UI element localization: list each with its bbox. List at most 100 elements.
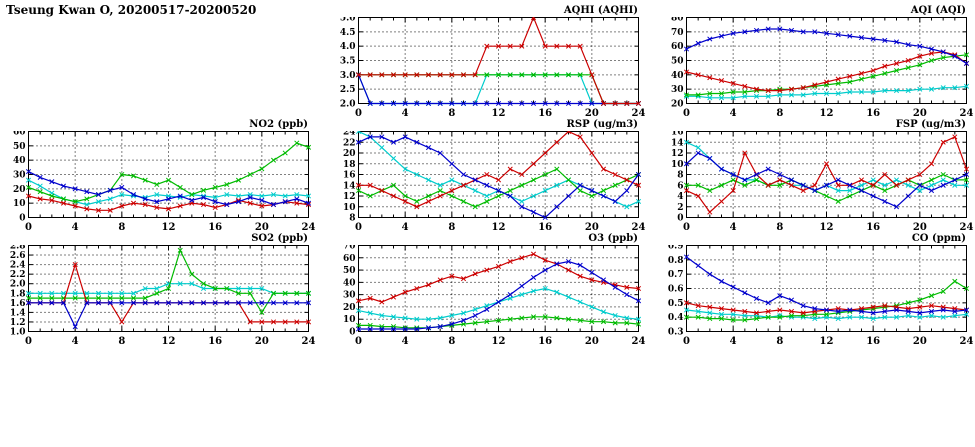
svg-text:0.9: 0.9 <box>668 245 684 252</box>
svg-text:0: 0 <box>25 222 32 232</box>
svg-text:20: 20 <box>913 222 927 232</box>
svg-text:4: 4 <box>730 336 737 346</box>
svg-text:2.0: 2.0 <box>10 280 26 290</box>
svg-text:0: 0 <box>683 222 690 232</box>
svg-text:0: 0 <box>355 336 362 346</box>
svg-text:4: 4 <box>72 222 79 232</box>
svg-text:0: 0 <box>19 214 25 224</box>
svg-text:16: 16 <box>671 131 684 138</box>
svg-text:0.7: 0.7 <box>668 270 684 280</box>
svg-text:24: 24 <box>343 131 356 138</box>
svg-text:14: 14 <box>343 181 356 191</box>
svg-text:40: 40 <box>13 156 26 166</box>
svg-text:1.4: 1.4 <box>10 308 26 318</box>
chart-plot-no2: 0 10 20 30 40 50 60 0 4 8 12 16 20 24 <box>0 128 316 234</box>
svg-text:20: 20 <box>343 303 356 313</box>
svg-text:16: 16 <box>538 336 552 346</box>
svg-text:3.0: 3.0 <box>340 71 356 81</box>
svg-text:30: 30 <box>671 85 684 95</box>
svg-text:12: 12 <box>820 108 834 118</box>
svg-text:14: 14 <box>671 138 684 148</box>
svg-text:4.0: 4.0 <box>340 42 356 52</box>
svg-text:20: 20 <box>585 336 599 346</box>
svg-text:70: 70 <box>671 28 684 38</box>
svg-text:16: 16 <box>343 171 356 181</box>
svg-text:0: 0 <box>683 336 690 346</box>
svg-text:80: 80 <box>671 17 684 24</box>
svg-text:1.2: 1.2 <box>10 318 26 328</box>
svg-text:12: 12 <box>492 108 506 118</box>
chart-title-rsp: RSP (ug/m3) <box>566 119 638 130</box>
svg-text:4: 4 <box>730 222 737 232</box>
chart-title-aqi: AQI (AQI) <box>910 5 966 16</box>
svg-text:0.6: 0.6 <box>668 285 684 295</box>
chart-aqi: AQI (AQI) 20 30 40 50 60 70 80 0 4 8 12 16 20 24 <box>658 4 974 120</box>
chart-co: CO (ppm) 0.3 0.4 0.5 0.6 0.7 0.8 0.9 0 4 8 12 16 20 2… <box>658 232 974 347</box>
svg-text:8: 8 <box>776 336 783 346</box>
svg-text:12: 12 <box>820 222 834 232</box>
chart-plot-aqi: 20 30 40 50 60 70 80 0 4 8 12 16 20 24 <box>658 14 974 120</box>
svg-text:24: 24 <box>960 336 974 346</box>
svg-text:20: 20 <box>585 222 599 232</box>
svg-text:24: 24 <box>960 222 974 232</box>
svg-text:20: 20 <box>913 336 927 346</box>
svg-text:10: 10 <box>13 199 26 209</box>
svg-text:8: 8 <box>448 108 455 118</box>
chart-no2: NO2 (ppb) 0 10 20 30 40 50 60 0 4 8 12 16 20 24 <box>0 118 316 234</box>
svg-text:50: 50 <box>13 142 26 152</box>
svg-text:40: 40 <box>343 278 356 288</box>
svg-text:2.8: 2.8 <box>10 245 26 252</box>
svg-text:10: 10 <box>671 160 684 170</box>
svg-text:16: 16 <box>538 108 552 118</box>
svg-text:0: 0 <box>349 328 355 338</box>
svg-text:2.6: 2.6 <box>10 251 26 261</box>
svg-text:24: 24 <box>302 336 316 346</box>
chart-title-fsp: FSP (ug/m3) <box>895 119 966 130</box>
svg-text:8: 8 <box>776 222 783 232</box>
chart-o3: O3 (ppb) 0 10 20 30 40 50 60 70 0 4 8 12 16 20 24 <box>330 232 646 347</box>
svg-text:8: 8 <box>118 222 125 232</box>
svg-text:1.0: 1.0 <box>10 328 26 338</box>
svg-text:24: 24 <box>632 336 646 346</box>
svg-text:12: 12 <box>671 149 684 159</box>
svg-text:5.0: 5.0 <box>340 17 356 24</box>
svg-text:12: 12 <box>492 336 506 346</box>
svg-text:0.4: 0.4 <box>668 313 684 323</box>
svg-text:60: 60 <box>671 42 684 52</box>
svg-text:0: 0 <box>355 222 362 232</box>
svg-text:20: 20 <box>255 222 269 232</box>
svg-text:4: 4 <box>402 336 409 346</box>
chart-plot-so2: 1.0 1.2 1.4 1.6 1.8 2.0 2.2 2.4 2.6 2.8 0 4 8 12 16 20 2… <box>0 242 316 348</box>
svg-text:0: 0 <box>677 214 683 224</box>
svg-text:12: 12 <box>343 192 356 202</box>
svg-text:16: 16 <box>866 336 880 346</box>
chart-title-so2: SO2 (ppb) <box>251 233 308 244</box>
svg-text:20: 20 <box>671 100 684 110</box>
svg-text:1.6: 1.6 <box>10 299 26 309</box>
svg-text:12: 12 <box>162 336 176 346</box>
svg-text:60: 60 <box>13 131 26 138</box>
svg-text:4: 4 <box>677 192 683 202</box>
page-title: Tseung Kwan O, 20200517-20200520 <box>6 3 257 17</box>
svg-text:20: 20 <box>343 149 356 159</box>
svg-text:60: 60 <box>343 254 356 264</box>
svg-text:4.5: 4.5 <box>340 28 356 38</box>
svg-text:6: 6 <box>677 181 683 191</box>
svg-text:3.5: 3.5 <box>340 57 356 67</box>
chart-title-o3: O3 (ppb) <box>588 233 638 244</box>
svg-text:0.5: 0.5 <box>668 299 684 309</box>
svg-text:8: 8 <box>776 108 783 118</box>
svg-text:50: 50 <box>671 57 684 67</box>
chart-title-no2: NO2 (ppb) <box>249 119 308 130</box>
svg-text:18: 18 <box>343 160 356 170</box>
svg-text:20: 20 <box>255 336 269 346</box>
chart-plot-aqhi: 2.0 2.5 3.0 3.5 4.0 4.5 5.0 0 4 8 12 16 20 24 <box>330 14 646 120</box>
chart-plot-rsp: 8 10 12 14 16 18 20 22 24 0 4 8 12 16 20 24 <box>330 128 646 234</box>
svg-text:2.0: 2.0 <box>340 100 356 110</box>
chart-title-aqhi: AQHI (AQHI) <box>563 5 638 16</box>
svg-text:24: 24 <box>302 222 316 232</box>
svg-text:2.2: 2.2 <box>10 270 26 280</box>
svg-text:0: 0 <box>683 108 690 118</box>
svg-text:22: 22 <box>343 138 356 148</box>
chart-aqhi: AQHI (AQHI) 2.0 2.5 3.0 3.5 4.0 4.5 5.0 0 4 8 12 16… <box>330 4 646 120</box>
